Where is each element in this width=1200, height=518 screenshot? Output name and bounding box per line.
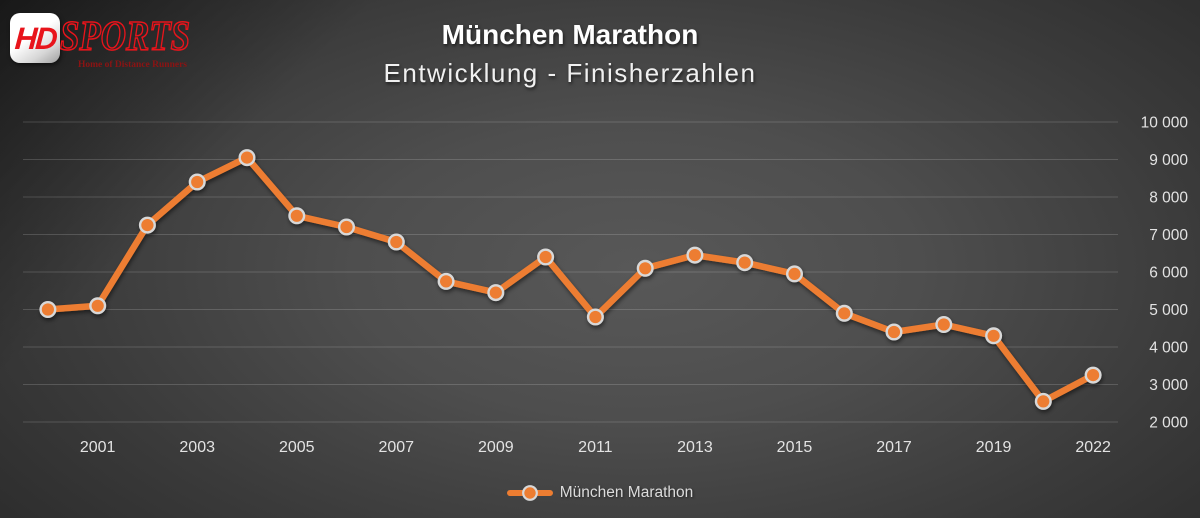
data-point-2009 <box>487 284 505 302</box>
data-point-2006 <box>338 218 356 236</box>
data-point-2000 <box>39 301 57 319</box>
data-point-2012 <box>636 259 654 277</box>
legend-label: München Marathon <box>559 484 694 501</box>
y-axis-tick-label: 3 000 <box>1149 377 1188 394</box>
data-point-2017 <box>885 323 903 341</box>
data-point-2016 <box>835 304 853 322</box>
y-axis-tick-label: 2 000 <box>1149 415 1188 432</box>
data-point-2005 <box>288 207 306 225</box>
data-point-2008 <box>437 272 455 290</box>
legend: München Marathon <box>0 484 1200 502</box>
data-point-2015 <box>786 265 804 283</box>
logo-hd-badge: HD <box>10 13 60 63</box>
chart-title: München Marathon <box>441 19 699 50</box>
legend-marker-icon <box>506 485 553 501</box>
chart-subtitle: Entwicklung - Finisherzahlen <box>383 58 757 88</box>
data-point-2019 <box>985 327 1003 345</box>
x-axis-tick-label: 2001 <box>80 439 116 456</box>
data-point-2001 <box>89 297 107 315</box>
x-axis-tick-label: 2022 <box>1075 439 1111 456</box>
data-point-2010 <box>537 248 555 266</box>
x-axis-tick-label: 2015 <box>777 439 813 456</box>
x-axis-tick-label: 2007 <box>378 439 414 456</box>
x-axis-tick-label: 2003 <box>179 439 215 456</box>
y-axis-tick-label: 5 000 <box>1149 302 1188 319</box>
data-point-2013 <box>686 246 704 264</box>
y-axis-tick-label: 6 000 <box>1149 265 1188 282</box>
y-axis-tick-label: 9 000 <box>1149 152 1188 169</box>
data-point-2003 <box>188 173 206 191</box>
data-point-2007 <box>387 233 405 251</box>
data-point-2022 <box>1084 366 1102 384</box>
y-axis-tick-label: 7 000 <box>1149 227 1188 244</box>
logo-sports-text: SPORTS <box>59 13 191 61</box>
y-axis-tick-label: 10 000 <box>1141 115 1189 132</box>
y-axis-tick-label: 4 000 <box>1149 340 1188 357</box>
x-axis-tick-label: 2005 <box>279 439 315 456</box>
hdsports-logo[interactable]: HD SPORTS Home of Distance Runners <box>8 8 198 78</box>
data-point-2014 <box>736 254 754 272</box>
x-axis-tick-label: 2019 <box>976 439 1012 456</box>
series-line-munchen-marathon <box>44 154 1097 405</box>
x-axis-tick-label: 2013 <box>677 439 713 456</box>
svg-text:SPORTS: SPORTS <box>60 14 190 60</box>
data-point-2011 <box>586 308 604 326</box>
data-point-2002 <box>138 216 156 234</box>
y-axis-tick-label: 8 000 <box>1149 190 1188 207</box>
logo-tagline: Home of Distance Runners <box>78 60 187 70</box>
data-point-2021 <box>1034 392 1052 410</box>
data-point-2004 <box>238 149 256 167</box>
data-point-2018 <box>935 316 953 334</box>
x-axis-tick-label: 2011 <box>578 439 613 456</box>
x-axis-tick-label: 2017 <box>876 439 912 456</box>
x-axis-tick-label: 2009 <box>478 439 514 456</box>
